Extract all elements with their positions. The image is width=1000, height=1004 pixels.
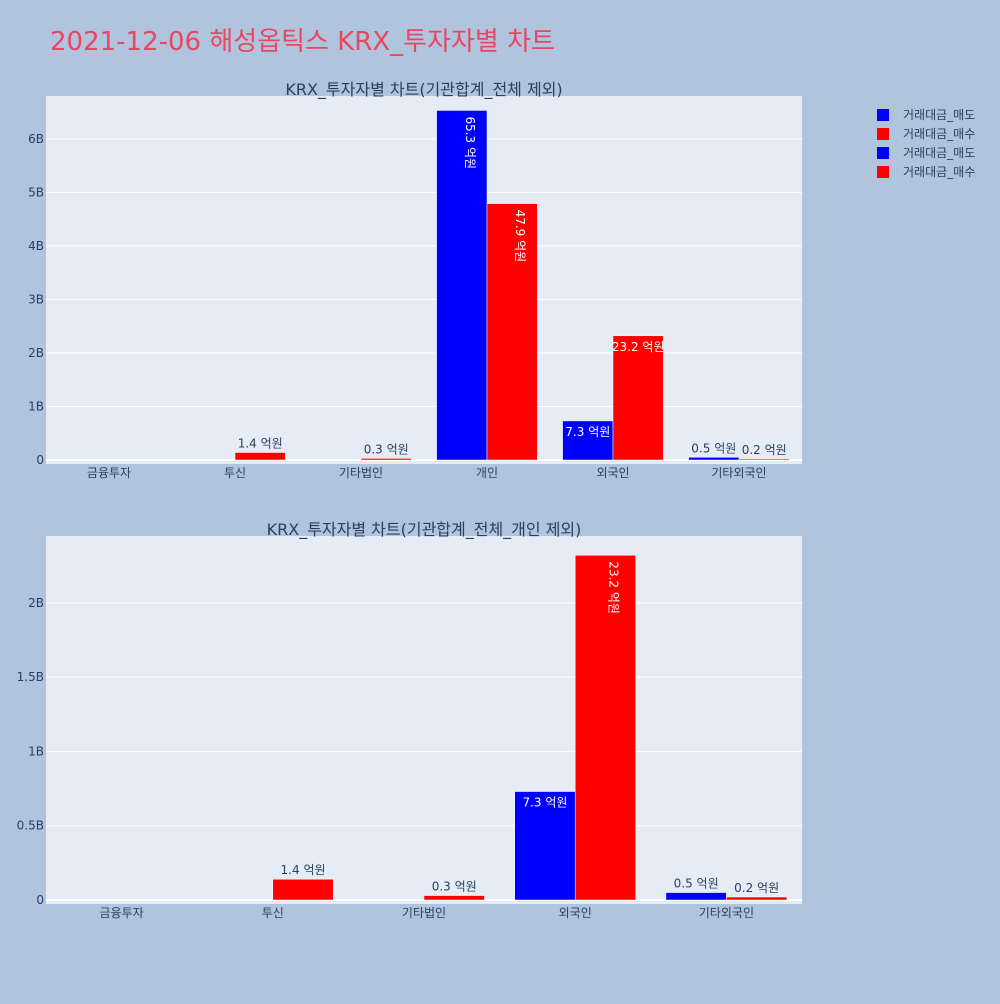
data-label: 23.2 억원 [606,561,620,614]
x-tick-label: 금융투자 [100,906,144,920]
bar [726,896,788,901]
y-tick-label: 5B [28,185,44,199]
data-label: 0.3 억원 [364,442,409,456]
page-title: 2021-12-06 해성옵틱스 KRX_투자자별 차트 [50,27,555,57]
data-label: 0.2 억원 [734,881,779,895]
bar [574,555,636,901]
chart-title: KRX_투자자별 차트(기관합계_전체_개인 제외) [267,520,582,540]
bar [486,203,538,461]
data-label: 7.3 억원 [522,796,567,810]
legend-swatch [877,109,889,121]
legend-swatch [877,128,889,140]
chart-bottom: 0 0.5B 1B 1.5B 2B KRX_투자자별 차트(기관합계_전체_개인 제외) 금… [17,520,802,920]
y-tick-label: 0 [36,893,44,907]
legend-label: 거래대금_매수 [903,127,975,141]
bar [562,420,614,461]
legend-label: 거래대금_매도 [903,146,975,160]
y-tick-label: 0.5B [17,819,44,833]
y-tick-label: 3B [28,292,44,306]
x-tick-label: 외국인 [559,906,592,920]
y-tick-label: 1B [28,744,44,758]
bar [360,458,412,461]
data-label: 1.4 억원 [238,437,283,451]
y-tick-label: 0 [36,453,44,467]
data-label: 1.4 억원 [281,863,326,877]
x-tick-label: 외국인 [596,466,629,480]
data-label: 0.5 억원 [674,877,719,891]
plot-area [46,536,802,904]
y-tick-label: 6B [28,132,44,146]
legend-label: 거래대금_매수 [903,165,975,179]
bar [272,878,334,901]
x-tick-label: 투신 [262,906,284,920]
x-tick-label: 투신 [224,466,246,480]
x-tick-label: 기타외국인 [711,466,766,480]
x-tick-label: 금융투자 [87,466,131,480]
data-label: 47.9 억원 [513,210,527,263]
y-tick-label: 1B [28,399,44,413]
bar [423,895,485,901]
chart-title: KRX_투자자별 차트(기관합계_전체 제외) [285,80,562,100]
y-tick-label: 2B [28,596,44,610]
data-label: 7.3 억원 [565,425,610,439]
bar [514,791,576,901]
y-tick-label: 4B [28,239,44,253]
legend-swatch [877,166,889,178]
bar [665,892,727,901]
bar [738,458,790,461]
legend-swatch [877,147,889,159]
legend-label: 거래대금_매도 [903,108,975,122]
chart-top: 0 1B 2B 3B 4B 5B 6B KRX_투자자별 차트(기관합계_전체 제외) 금융투자… [28,80,802,480]
x-tick-label: 개인 [476,466,498,480]
bar [688,457,740,461]
data-label: 0.2 억원 [742,443,787,457]
data-label: 23.2 억원 [612,340,665,354]
x-tick-label: 기타법인 [339,466,383,480]
y-tick-label: 1.5B [17,670,44,684]
data-label: 0.5 억원 [691,441,736,455]
y-tick-label: 2B [28,346,44,360]
x-tick-label: 기타법인 [402,906,446,920]
data-label: 65.3 억원 [463,116,477,169]
plot-area [46,96,802,464]
x-tick-label: 기타외국인 [699,906,754,920]
data-label: 0.3 억원 [432,880,477,894]
bar [234,452,286,461]
bar [436,110,488,461]
bar [612,335,664,461]
